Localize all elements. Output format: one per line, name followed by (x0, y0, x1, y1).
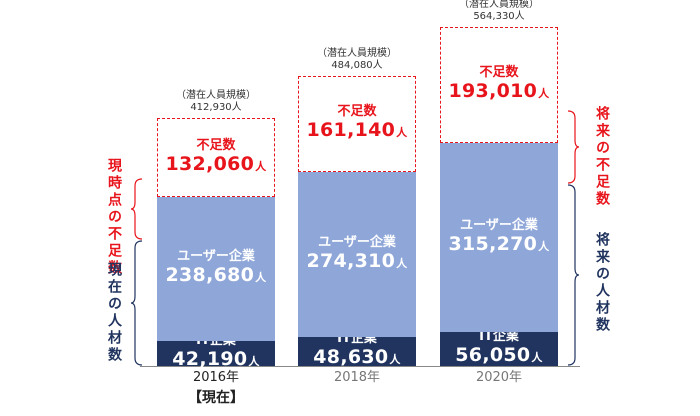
left-current-annotation: 現在の人材数 (106, 262, 122, 364)
it-segment: IT企業 56,050人 (440, 329, 558, 369)
x-tick-label: 2018年 (333, 370, 381, 385)
user-segment: ユーザー企業 274,310人 (298, 172, 416, 337)
data-label-unit: 人 (255, 271, 267, 285)
total-value: 412,930人 (190, 102, 242, 114)
data-label: 193,010人 (449, 80, 550, 105)
total-value: 484,080人 (331, 59, 383, 71)
current-year-note: 【現在】 (188, 390, 244, 406)
data-label-number: 42,190 (172, 348, 248, 371)
shortage-segment: 不足数 161,140人 (298, 75, 416, 173)
data-label-unit: 人 (538, 239, 550, 253)
segment-label: IT企業 (479, 329, 519, 345)
right-shortage-brace (567, 110, 580, 184)
it-segment: IT企業 48,630人 (298, 331, 416, 368)
right-future-annotation: 将来の人材数 (594, 232, 610, 334)
data-label-unit: 人 (396, 256, 408, 270)
data-label-number: 161,140 (306, 118, 396, 141)
data-label-unit: 人 (389, 353, 401, 367)
x-axis-baseline (140, 366, 580, 367)
left-current-brace (130, 240, 143, 366)
data-label-number: 238,680 (165, 264, 255, 287)
total-caption: （潜在人員規模） (459, 0, 539, 11)
total-label: （潜在人員規模） 484,080人 (288, 48, 426, 72)
data-label-number: 193,010 (448, 80, 538, 103)
segment-label: ユーザー企業 (177, 249, 255, 265)
total-caption: （潜在人員規模） (317, 47, 397, 59)
segment-label: 不足数 (479, 65, 519, 81)
segment-label: ユーザー企業 (460, 217, 538, 233)
data-label: 42,190人 (172, 348, 259, 373)
data-label-unit: 人 (248, 355, 260, 369)
data-label-number: 132,060 (165, 152, 255, 175)
total-value: 564,330人 (473, 11, 525, 23)
data-label-unit: 人 (538, 87, 550, 101)
user-segment: ユーザー企業 315,270人 (440, 143, 558, 333)
user-segment: ユーザー企業 238,680人 (157, 197, 275, 341)
shortage-segment: 不足数 132,060人 (157, 118, 275, 198)
total-caption: （潜在人員規模） (176, 90, 256, 102)
right-shortage-annotation: 将来の不足数 (594, 106, 610, 208)
segment-label: 不足数 (337, 103, 377, 119)
x-tick-label: 2020年 (475, 370, 523, 385)
shortage-segment: 不足数 193,010人 (440, 27, 558, 144)
right-future-brace (567, 184, 580, 366)
data-label-number: 56,050 (455, 344, 531, 367)
data-label-number: 274,310 (306, 249, 396, 272)
data-label: 161,140人 (307, 119, 408, 144)
data-label: 238,680人 (166, 264, 267, 289)
x-tick-label: 2016年 (192, 370, 240, 385)
data-label: 315,270人 (449, 233, 550, 258)
data-label-unit: 人 (255, 159, 267, 173)
total-label: （潜在人員規模） 564,330人 (430, 0, 568, 23)
data-label: 132,060人 (166, 153, 267, 178)
left-shortage-brace (130, 178, 143, 240)
segment-label: 不足数 (196, 137, 236, 153)
it-segment: IT企業 42,190人 (157, 333, 275, 370)
data-label: 56,050人 (455, 344, 542, 369)
left-shortage-annotation: 現時点の不足数 (106, 158, 122, 277)
data-label-number: 48,630 (313, 346, 389, 369)
data-label-unit: 人 (531, 351, 543, 365)
total-label: （潜在人員規模） 412,930人 (147, 90, 285, 114)
data-label-number: 315,270 (448, 232, 538, 255)
data-label: 274,310人 (307, 250, 408, 275)
data-label: 48,630人 (313, 346, 400, 371)
segment-label: ユーザー企業 (318, 234, 396, 250)
data-label-unit: 人 (396, 125, 408, 139)
